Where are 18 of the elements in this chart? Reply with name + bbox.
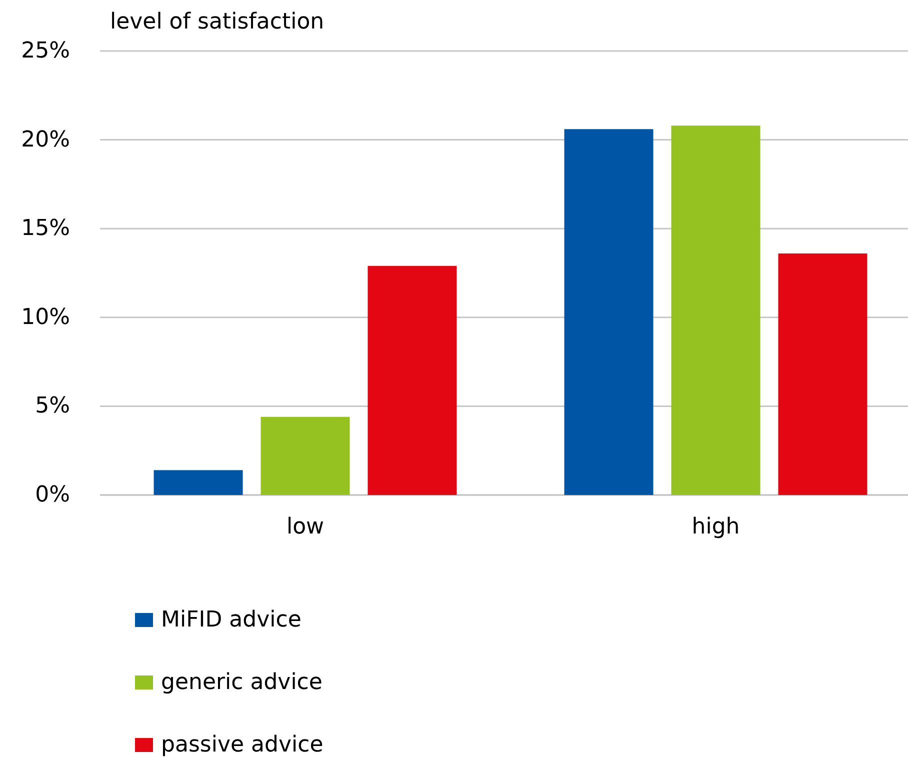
bar — [368, 266, 457, 495]
y-tick-label: 15% — [21, 216, 70, 242]
bar — [671, 126, 760, 495]
x-tick-label: high — [692, 514, 740, 540]
legend-label: MiFID advice — [161, 608, 302, 632]
y-axis-title: level of satisfaction — [110, 10, 324, 34]
x-tick-label: low — [286, 514, 324, 540]
y-tick-label: 20% — [21, 127, 70, 152]
bar — [260, 416, 350, 495]
y-tick-label: 10% — [21, 304, 70, 330]
legend-label: generic advice — [161, 670, 322, 695]
y-tick-label: 0% — [35, 482, 70, 508]
legend-label: passive advice — [161, 732, 324, 758]
bar — [564, 129, 654, 495]
y-tick-label: 25% — [21, 38, 70, 64]
bar — [154, 470, 243, 495]
y-tick-label: 5% — [35, 394, 70, 419]
bar — [778, 253, 868, 495]
